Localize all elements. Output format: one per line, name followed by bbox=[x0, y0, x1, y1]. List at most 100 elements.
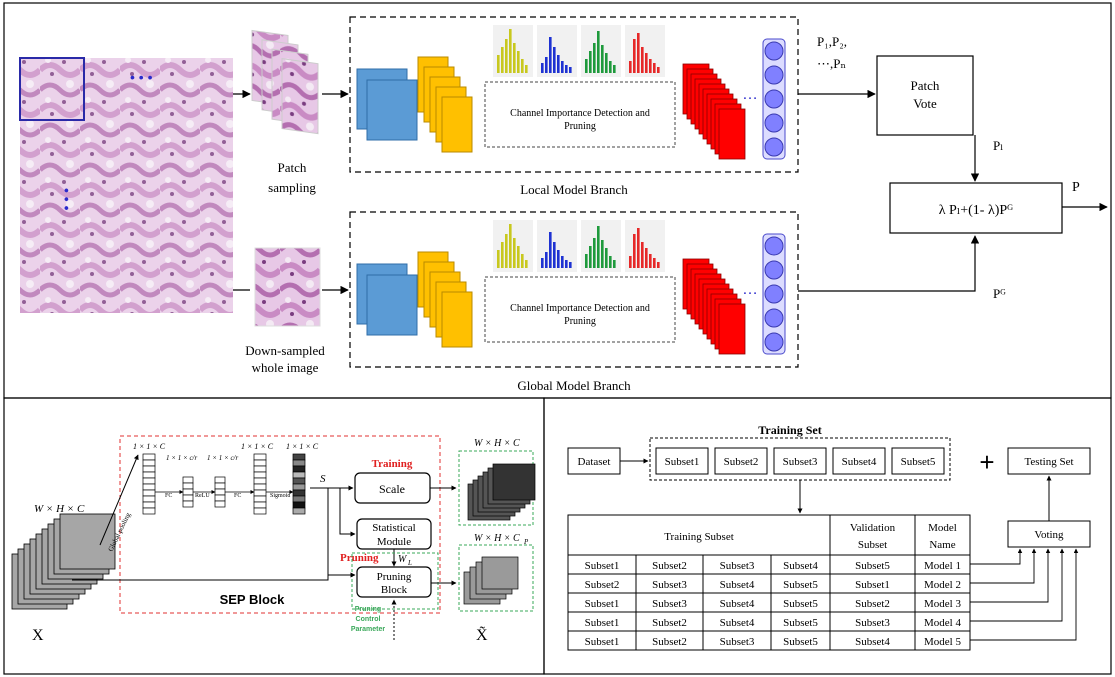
bar-thumbnail-bar bbox=[505, 234, 508, 268]
subset-label: Subset2 bbox=[724, 456, 759, 468]
table-cell: Subset3 bbox=[652, 579, 687, 591]
bar-thumbnail-bar bbox=[585, 59, 588, 73]
vector-cell bbox=[214, 494, 226, 502]
pruned-output-box bbox=[458, 544, 534, 612]
local-branch-label: Local Model Branch bbox=[520, 182, 628, 197]
vector-cell bbox=[142, 453, 156, 461]
channel-label-2: Pruning bbox=[564, 121, 596, 132]
vector-cell bbox=[214, 482, 226, 490]
table-cell: Subset2 bbox=[652, 617, 687, 629]
bar-thumbnail-bar bbox=[545, 57, 548, 73]
bar-thumbnail-bar bbox=[501, 47, 504, 73]
testing-set-box bbox=[1007, 447, 1091, 475]
bar-thumbnail-bar bbox=[649, 59, 652, 73]
dim2-label: 1 × 1 × C bbox=[241, 442, 274, 451]
scaled-feature-map bbox=[492, 463, 536, 501]
dots-vertical: • • • bbox=[59, 188, 75, 211]
vector-cell bbox=[292, 501, 306, 509]
down-sampled-label-2: whole image bbox=[252, 360, 319, 375]
bar-thumbnail-bar bbox=[517, 51, 520, 73]
bar-thumbnail-bar bbox=[565, 65, 568, 73]
sep-panel: W × H × C X SEP Block Global pooling 1 ×… bbox=[11, 435, 536, 644]
bar-thumbnail-bar bbox=[657, 67, 660, 73]
patch-stack bbox=[251, 29, 319, 135]
bar-thumbnail-bar bbox=[561, 61, 564, 73]
fc-neuron bbox=[764, 236, 784, 256]
table-cell: Subset3 bbox=[652, 598, 687, 610]
bar-thumbnail-bar bbox=[653, 63, 656, 73]
vector-cell bbox=[292, 453, 306, 461]
subset-boxes: Subset1 Subset2 Subset3 Subset4 Subset5 bbox=[655, 447, 945, 475]
bar-thumbnail-bar bbox=[549, 232, 552, 268]
vector-cell bbox=[142, 477, 156, 485]
sep-block-box bbox=[119, 435, 441, 614]
excitation-vectors bbox=[142, 453, 306, 515]
p-l-label: Pₗ bbox=[993, 138, 1003, 153]
bar-thumbnail-bar bbox=[509, 29, 512, 73]
vector-cell bbox=[253, 477, 267, 485]
subset-label: Subset5 bbox=[901, 456, 936, 468]
table-cell: Subset5 bbox=[783, 579, 818, 591]
bar-thumbnail-bar bbox=[525, 65, 528, 73]
arrow-global-to-fusion bbox=[798, 235, 980, 292]
bar-thumbnail-bar bbox=[585, 254, 588, 268]
statistical-label: Statistical bbox=[372, 522, 415, 534]
bar-thumbnail-bar bbox=[613, 65, 616, 73]
vector-cell bbox=[142, 501, 156, 509]
dimr2-label: 1 × 1 × c/r bbox=[207, 454, 238, 462]
relu-label: ReLU bbox=[195, 493, 210, 499]
vote-arrow bbox=[970, 548, 1023, 565]
vector-cell bbox=[253, 507, 267, 515]
bar-thumbnail-bar bbox=[653, 258, 656, 268]
table-cell: Subset5 bbox=[783, 636, 818, 648]
pruning-block-label: Pruning bbox=[377, 571, 412, 583]
global-branch-box bbox=[349, 211, 799, 368]
subset-box bbox=[655, 447, 709, 475]
vector-cell bbox=[253, 495, 267, 503]
cv-panel-border bbox=[543, 397, 1112, 675]
bar-thumbnail-bar bbox=[641, 47, 644, 73]
vector-cell bbox=[142, 465, 156, 473]
bar-thumbnail-bar bbox=[569, 67, 572, 73]
patch-selection-box bbox=[19, 57, 85, 121]
vector-cell bbox=[292, 471, 306, 479]
fc-neuron bbox=[764, 260, 784, 280]
table-cell: Subset2 bbox=[585, 579, 620, 591]
channel-label: Channel Importance Detection and bbox=[510, 303, 650, 314]
downsampled-image bbox=[254, 247, 321, 327]
arrow-global-pooling bbox=[99, 454, 139, 546]
bar-thumbnail-bar bbox=[521, 254, 524, 268]
table-cell: Subset2 bbox=[855, 598, 890, 610]
whcp-sub: P bbox=[523, 538, 529, 546]
fc-neuron bbox=[764, 284, 784, 304]
dimr1-label: 1 × 1 × c/r bbox=[166, 454, 197, 462]
ellipsis-icon: … bbox=[742, 281, 758, 298]
pcp-label-3: Parameter bbox=[351, 626, 386, 633]
voting-label: Voting bbox=[1034, 529, 1064, 541]
subset-label: Subset4 bbox=[842, 456, 877, 468]
patch-vote-label-2: Vote bbox=[913, 96, 937, 111]
x-label: X bbox=[32, 627, 44, 644]
table-frame bbox=[567, 514, 971, 651]
pruning-region-box bbox=[351, 552, 439, 610]
bar-thumbnail-bar bbox=[565, 260, 568, 268]
fc-neuron bbox=[764, 332, 784, 352]
bar-thumbnail-bar bbox=[513, 238, 516, 268]
x-tilde-label: X̃ bbox=[476, 626, 488, 644]
vector-cell bbox=[142, 483, 156, 491]
vector-cell bbox=[253, 471, 267, 479]
fc-neuron bbox=[764, 308, 784, 328]
bar-thumbnail-bar bbox=[645, 53, 648, 73]
patch-sampling-label: Patch bbox=[278, 160, 307, 175]
vector-cell bbox=[214, 488, 226, 496]
table-cell: Subset5 bbox=[855, 560, 890, 572]
channel-label: Channel Importance Detection and bbox=[510, 108, 650, 119]
table-cell: Subset1 bbox=[585, 617, 620, 629]
p-out-label: P bbox=[1072, 180, 1080, 195]
vector-cell bbox=[292, 495, 306, 503]
bar-thumbnail-bar bbox=[593, 238, 596, 268]
vote-arrow bbox=[970, 548, 1051, 603]
table-header: Subset bbox=[858, 539, 887, 551]
vote-arrows bbox=[970, 548, 1079, 641]
vector-cell bbox=[253, 465, 267, 473]
